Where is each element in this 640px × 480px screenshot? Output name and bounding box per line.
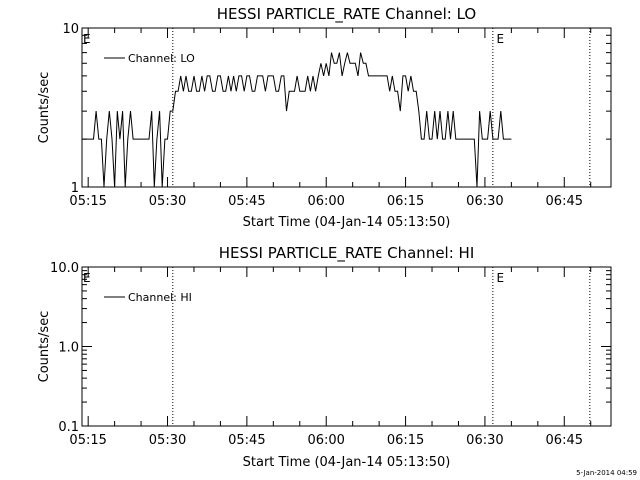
legend-label: Channel: HI bbox=[128, 291, 192, 304]
y-tick-label: 0.1 bbox=[58, 420, 79, 435]
x-tick-label: 05:30 bbox=[149, 194, 186, 209]
y-tick-label: 1.0 bbox=[58, 341, 79, 356]
x-tick-label: 06:45 bbox=[546, 433, 583, 448]
chart-panel-2: HESSI PARTICLE_RATE Channel: HI Counts/se… bbox=[37, 244, 583, 470]
x-axis-label: Start Time (04-Jan-14 05:13:50) bbox=[243, 455, 451, 470]
event-marker-label: E bbox=[497, 32, 505, 46]
y-tick-label: 1 bbox=[71, 181, 79, 196]
x-tick-label: 06:30 bbox=[466, 433, 503, 448]
y-tick-label: 10 bbox=[62, 22, 79, 37]
legend-label: Channel: LO bbox=[128, 52, 195, 65]
series-line-channel-lo bbox=[82, 52, 512, 188]
chart-title: HESSI PARTICLE_RATE Channel: HI bbox=[219, 244, 475, 263]
x-axis-label: Start Time (04-Jan-14 05:13:50) bbox=[243, 215, 451, 230]
x-tick-label: 05:45 bbox=[228, 433, 265, 448]
x-tick-label: 05:30 bbox=[149, 433, 186, 448]
y-axis-label: Counts/sec bbox=[37, 72, 52, 144]
x-tick-label: 06:00 bbox=[307, 194, 344, 209]
chart-title: HESSI PARTICLE_RATE Channel: LO bbox=[217, 5, 476, 24]
generated-timestamp: 5-Jan-2014 04:59 bbox=[576, 469, 637, 477]
x-tick-label: 05:15 bbox=[69, 194, 106, 209]
plot-frame bbox=[81, 27, 612, 188]
event-marker-label: E bbox=[497, 271, 505, 285]
x-tick-label: 05:45 bbox=[228, 194, 265, 209]
y-axis-label: Counts/sec bbox=[37, 311, 52, 383]
y-tick-label: 10.0 bbox=[50, 261, 79, 276]
event-marker-label: E bbox=[83, 271, 91, 285]
chart-panel-1: HESSI PARTICLE_RATE Channel: LO Counts/se… bbox=[37, 5, 583, 230]
x-tick-label: 06:45 bbox=[546, 194, 583, 209]
x-tick-label: 06:15 bbox=[387, 194, 424, 209]
x-tick-label: 05:15 bbox=[69, 433, 106, 448]
x-tick-label: 06:30 bbox=[466, 194, 503, 209]
x-tick-label: 06:00 bbox=[307, 433, 344, 448]
event-marker-label: E bbox=[83, 32, 91, 46]
x-tick-label: 06:15 bbox=[387, 433, 424, 448]
